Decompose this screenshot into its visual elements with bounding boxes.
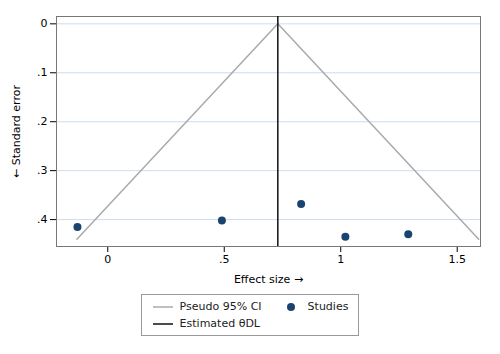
svg-text:1.5: 1.5	[448, 253, 466, 266]
svg-text:0: 0	[104, 253, 111, 266]
svg-text:← Standard error: ← Standard error	[10, 85, 23, 178]
svg-text:.2: .2	[37, 115, 48, 128]
html-text:Studies: Studies	[307, 300, 349, 313]
svg-text:.1: .1	[37, 66, 48, 79]
svg-text:.4: .4	[37, 213, 48, 226]
svg-text:0: 0	[41, 17, 48, 30]
svg-text:.5: .5	[219, 253, 230, 266]
svg-text:Effect size →: Effect size →	[234, 273, 303, 286]
html-text:Estimated θDL: Estimated θDL	[179, 317, 260, 330]
svg-text:.3: .3	[37, 164, 48, 177]
html-text:Pseudo 95% CI: Pseudo 95% CI	[179, 300, 262, 313]
svg-text:1: 1	[337, 253, 344, 266]
